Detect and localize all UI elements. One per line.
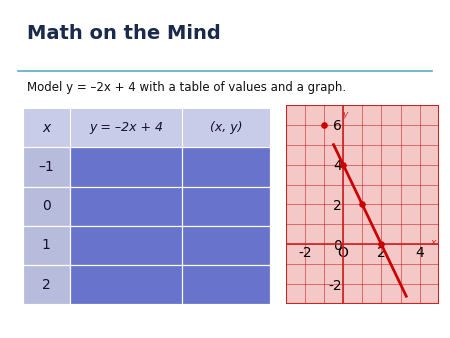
Text: Math on the Mind: Math on the Mind — [27, 24, 221, 43]
Text: x: x — [42, 121, 50, 135]
Bar — [70, 147, 270, 187]
Point — [339, 162, 346, 167]
Text: 1: 1 — [42, 238, 50, 252]
Bar — [70, 187, 270, 226]
Text: x: x — [431, 238, 436, 247]
Point — [320, 122, 328, 127]
Bar — [22, 265, 70, 304]
Bar — [70, 226, 270, 265]
Bar — [22, 226, 70, 265]
Text: Model y = –2x + 4 with a table of values and a graph.: Model y = –2x + 4 with a table of values… — [27, 81, 346, 94]
Text: –1: –1 — [38, 160, 54, 174]
Text: (x, y): (x, y) — [210, 121, 243, 134]
Bar — [22, 187, 70, 226]
Point — [359, 202, 366, 207]
Text: y = –2x + 4: y = –2x + 4 — [89, 121, 163, 134]
FancyBboxPatch shape — [22, 108, 270, 147]
Bar — [22, 147, 70, 187]
Bar — [286, 105, 439, 304]
Bar — [70, 265, 270, 304]
Text: 2: 2 — [42, 277, 50, 292]
Text: y: y — [342, 110, 348, 119]
Text: 0: 0 — [42, 199, 50, 213]
Point — [378, 242, 385, 247]
